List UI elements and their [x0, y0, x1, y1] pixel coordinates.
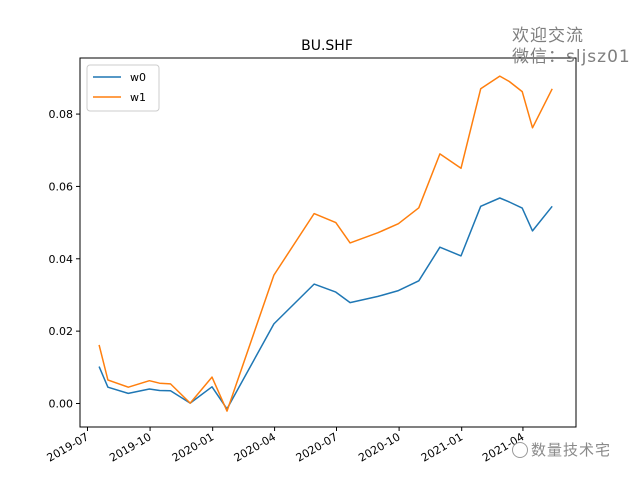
series-line-w0 — [98, 197, 553, 410]
series-line-w1 — [98, 75, 553, 412]
series-lines — [98, 75, 553, 412]
y-axis: 0.00 0.02 0.04 0.06 0.08 — [49, 108, 80, 410]
chart-title: BU.SHF — [301, 38, 353, 54]
legend-box — [86, 64, 160, 112]
plot-area — [79, 57, 577, 428]
x-tick-label: 2020-04 — [232, 430, 278, 464]
watermark-line-2: 微信：sljsz01 — [512, 47, 631, 67]
x-axis: 2019-07 2019-10 2020-01 2020-04 2020-07 2020-… — [45, 427, 526, 465]
legend-label-w1: w1 — [130, 91, 146, 104]
y-tick-label: 0.04 — [49, 253, 74, 266]
watermark-line-1: 欢迎交流 — [512, 26, 584, 46]
y-tick-label: 0.02 — [49, 325, 74, 338]
watermark-contact: 欢迎交流 微信：sljsz01 — [512, 26, 631, 68]
x-tick-label: 2021-01 — [419, 430, 465, 464]
watermark-brand: 数量技术宅 — [512, 440, 611, 461]
x-tick-label: 2019-10 — [107, 430, 153, 464]
x-tick-label: 2020-01 — [170, 430, 216, 464]
legend-label-w0: w0 — [130, 71, 146, 84]
y-tick-label: 0.00 — [49, 397, 74, 410]
x-tick-label: 2019-07 — [45, 430, 91, 464]
x-tick-label: 2020-10 — [356, 430, 402, 464]
legend: w0 w1 — [86, 64, 160, 112]
y-tick-label: 0.08 — [49, 108, 74, 121]
wechat-logo-icon — [512, 442, 528, 458]
watermark-brand-text: 数量技术宅 — [531, 441, 612, 459]
x-tick-label: 2020-07 — [294, 430, 340, 464]
y-tick-label: 0.06 — [49, 180, 74, 193]
